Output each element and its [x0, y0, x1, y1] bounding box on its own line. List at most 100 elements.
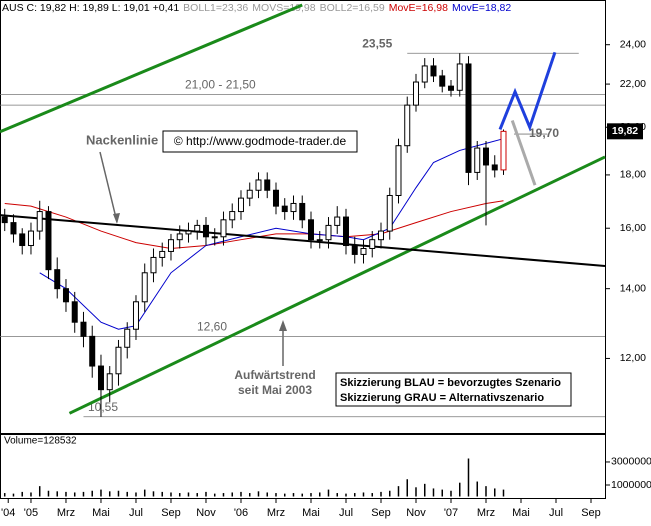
header-item: MovE=16,98	[389, 2, 448, 14]
candle-body	[36, 211, 43, 232]
legend-text: Skizzierung BLAU = bevorzugtes Szenario	[340, 377, 561, 389]
candle-body	[404, 104, 411, 147]
level-label: 23,55	[362, 36, 392, 50]
x-tick-label: '05	[24, 507, 38, 519]
y-tick-label: 14,00	[620, 282, 646, 294]
trendline	[0, 214, 606, 267]
trendline	[498, 51, 557, 132]
candle-body	[421, 65, 428, 83]
candle-body	[439, 75, 446, 87]
candle-body	[299, 202, 306, 221]
x-tick-label: '07	[444, 507, 458, 519]
copyright-box	[162, 130, 358, 153]
trendline	[0, 3, 303, 134]
x-tick-label: Mai	[302, 507, 320, 519]
candle-body	[159, 250, 166, 258]
candle-body	[369, 239, 376, 249]
x-tick-label: Jul	[339, 507, 353, 519]
trendline	[68, 155, 606, 415]
candle-body	[45, 211, 52, 271]
candle-body	[360, 247, 367, 255]
volume-tick-label: 3000000	[611, 456, 651, 468]
y-tick-label: 24,00	[620, 38, 646, 50]
x-tick-label: Mrz	[477, 507, 495, 519]
candle-body	[255, 179, 262, 191]
candle-body	[386, 194, 393, 232]
candle-body	[281, 205, 288, 213]
candle-body	[1, 216, 8, 224]
header-text: AUS C: 19,82 H: 19,89 L: 19,01 +0,41 BOLL…	[2, 2, 511, 14]
level-label: 12,60	[197, 320, 227, 334]
candle-body	[89, 335, 96, 367]
candle-body	[351, 245, 358, 255]
x-tick-label: '06	[234, 507, 248, 519]
y-tick-label: 18,00	[620, 169, 646, 181]
candle-body	[334, 216, 341, 226]
volume-tick-label: 1000000	[611, 479, 651, 491]
candle-body	[237, 197, 244, 213]
x-tick-label: Sep	[161, 507, 181, 519]
arrow-head	[279, 320, 287, 331]
candle-body	[106, 373, 113, 391]
x-tick-label: Nov	[406, 507, 426, 519]
trend-label: Aufwärtstrend	[234, 368, 315, 382]
candle-body	[447, 85, 454, 91]
volume-panel	[0, 434, 606, 499]
copyright: © http://www.godmode-trader.de	[174, 134, 347, 148]
header-item: MovE=18,82	[452, 2, 511, 14]
header-item: AUS C: 19,82 H: 19,89 L: 19,01 +0,41	[2, 2, 179, 14]
trendline	[510, 119, 537, 186]
candle-body	[290, 202, 297, 213]
candle-body	[474, 147, 481, 173]
volume-label: Volume=128532	[4, 436, 77, 447]
arrow-head	[113, 213, 120, 224]
candle-body	[54, 269, 61, 290]
level-label: 21,00 - 21,50	[185, 78, 256, 92]
candle-body	[272, 189, 279, 207]
x-tick-label: Mrz	[57, 507, 75, 519]
candle-body	[412, 81, 419, 106]
candle-body	[465, 63, 472, 173]
x-tick-label: Mrz	[267, 507, 285, 519]
candle-body	[150, 256, 157, 274]
candle-body	[229, 211, 236, 221]
candle-body	[10, 222, 17, 235]
moving-average	[39, 138, 504, 330]
candle-body	[211, 236, 218, 239]
candle-body	[62, 288, 69, 303]
candle-body	[194, 224, 201, 232]
level-label: 19,70	[529, 126, 559, 140]
neckline-label: Nackenlinie	[86, 132, 158, 147]
candle-body	[325, 224, 332, 241]
candle-body	[167, 239, 174, 252]
candle-body	[377, 230, 384, 241]
candle-body	[307, 219, 314, 241]
candle-body	[430, 65, 437, 77]
last-price-label: 19,82	[612, 125, 638, 137]
candle-body	[19, 233, 26, 247]
last-price-box	[607, 123, 643, 140]
legend-box	[335, 372, 572, 407]
candle-body	[500, 130, 507, 171]
candle-body	[141, 272, 148, 303]
candle-body	[124, 328, 131, 348]
legend-text: Skizzierung GRAU = Alternativszenario	[340, 392, 544, 404]
header-item: BOLL2=16,59	[320, 2, 385, 14]
trend-label: seit Mai 2003	[238, 383, 312, 397]
candle-body	[97, 365, 104, 391]
x-tick-label: Mai	[92, 507, 110, 519]
candle-body	[456, 63, 463, 91]
candle-body	[176, 233, 183, 241]
candle-body	[342, 216, 349, 247]
candle-body	[71, 301, 78, 323]
candle-body	[491, 164, 498, 171]
candle-body	[246, 189, 253, 199]
neckline-arrow	[99, 151, 118, 223]
y-tick-label: 22,00	[620, 78, 646, 90]
candle-body	[80, 321, 87, 337]
candle-body	[264, 179, 271, 191]
candle-body	[132, 301, 139, 330]
header-item: BOLL1=23,36	[183, 2, 248, 14]
